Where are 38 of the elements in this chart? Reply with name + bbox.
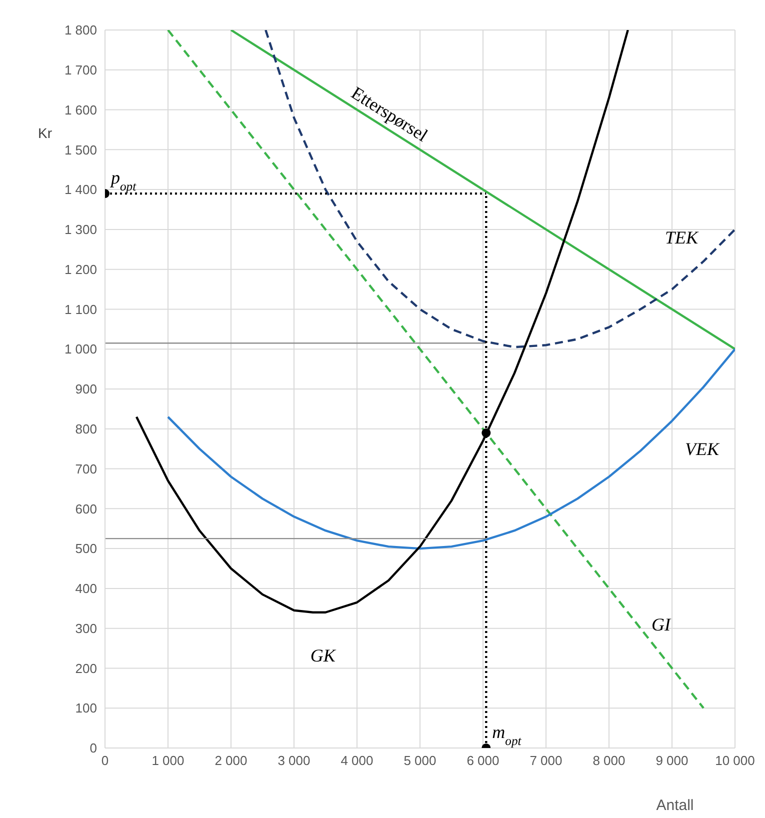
y-tick-label: 700 <box>75 461 97 476</box>
x-tick-label: 3 000 <box>278 753 310 768</box>
x-tick-label: 10 000 <box>715 753 755 768</box>
y-tick-label: 1 200 <box>64 262 97 277</box>
x-tick-label: 7 000 <box>530 753 562 768</box>
y-tick-label: 1 000 <box>64 342 97 357</box>
x-tick-label: 5 000 <box>404 753 436 768</box>
y-tick-label: 600 <box>75 501 97 516</box>
x-tick-label: 0 <box>101 753 109 768</box>
y-tick-label: 100 <box>75 700 97 716</box>
x-tick-label: 1 000 <box>152 753 184 768</box>
annotation: VEK <box>685 439 720 460</box>
x-tick-label: 9 000 <box>656 753 688 768</box>
y-tick-label: 1 600 <box>64 102 97 118</box>
annotation: TEK <box>664 227 699 248</box>
x-tick-label: 6 000 <box>466 753 500 768</box>
annotation: m$_{opt}$ <box>492 722 522 748</box>
y-tick-label: 1 700 <box>64 62 97 78</box>
y-tick-label: 800 <box>75 422 97 437</box>
y-axis-title: Kr <box>38 125 52 141</box>
annotation: p$_{opt}$ <box>109 168 137 194</box>
annotation: GI <box>652 614 672 634</box>
y-tick-label: 0 <box>90 740 97 756</box>
y-tick-label: 1 300 <box>64 222 97 238</box>
x-tick-label: 4 000 <box>340 753 374 768</box>
annotation: GK <box>310 646 336 666</box>
y-tick-label: 1 500 <box>64 142 97 158</box>
x-tick-label: 2 000 <box>214 753 248 768</box>
y-tick-label: 300 <box>75 620 97 636</box>
y-tick-label: 900 <box>75 382 97 397</box>
y-tick-label: 500 <box>75 541 97 556</box>
y-tick-label: 400 <box>75 581 97 596</box>
y-tick-label: 200 <box>75 660 97 676</box>
y-tick-label: 1 100 <box>64 302 97 317</box>
y-tick-label: 1 800 <box>64 22 97 38</box>
x-tick-label: 8 000 <box>592 753 626 768</box>
y-tick-label: 1 400 <box>64 182 97 198</box>
x-axis-title: Antall <box>656 797 694 814</box>
